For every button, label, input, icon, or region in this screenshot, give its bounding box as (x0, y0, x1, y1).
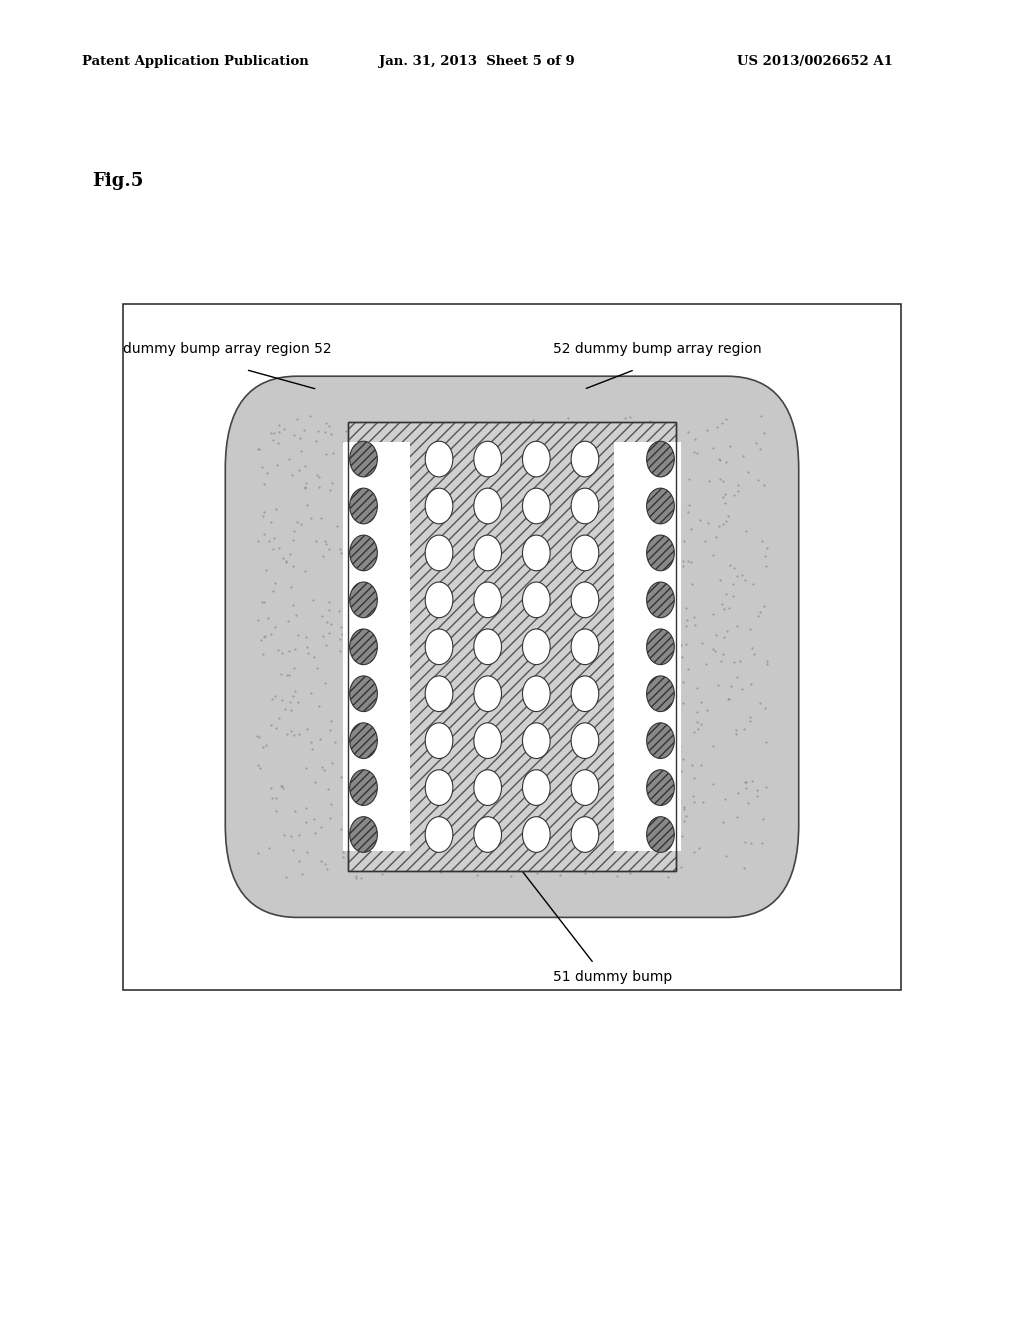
Circle shape (425, 441, 453, 477)
Bar (348, 422, 676, 871)
Circle shape (646, 817, 675, 853)
Text: Jan. 31, 2013  Sheet 5 of 9: Jan. 31, 2013 Sheet 5 of 9 (379, 55, 574, 69)
Circle shape (425, 770, 453, 805)
Circle shape (349, 676, 378, 711)
Circle shape (349, 582, 378, 618)
Circle shape (522, 817, 550, 853)
Text: dummy bump array region 52: dummy bump array region 52 (123, 342, 332, 356)
Circle shape (474, 535, 502, 570)
Circle shape (425, 723, 453, 759)
Circle shape (646, 628, 675, 665)
Circle shape (425, 488, 453, 524)
Circle shape (474, 441, 502, 477)
Circle shape (646, 441, 675, 477)
Circle shape (474, 488, 502, 524)
Circle shape (571, 770, 599, 805)
Circle shape (646, 582, 675, 618)
Circle shape (571, 535, 599, 570)
Bar (343, 442, 410, 851)
Circle shape (425, 676, 453, 711)
Text: Fig.5: Fig.5 (92, 172, 143, 190)
Circle shape (474, 676, 502, 711)
Text: Patent Application Publication: Patent Application Publication (82, 55, 308, 69)
Circle shape (571, 488, 599, 524)
Circle shape (425, 628, 453, 665)
Circle shape (522, 488, 550, 524)
Circle shape (571, 582, 599, 618)
Circle shape (425, 817, 453, 853)
Circle shape (349, 770, 378, 805)
Circle shape (349, 628, 378, 665)
Bar (348, 422, 676, 871)
Circle shape (425, 535, 453, 570)
Circle shape (646, 535, 675, 570)
Circle shape (349, 723, 378, 759)
Circle shape (646, 676, 675, 711)
Bar (614, 442, 681, 851)
Circle shape (522, 770, 550, 805)
Text: 52 dummy bump array region: 52 dummy bump array region (553, 342, 762, 356)
Circle shape (571, 723, 599, 759)
Circle shape (646, 488, 675, 524)
Circle shape (522, 628, 550, 665)
Bar (348, 422, 676, 871)
Bar (123, 304, 901, 990)
Text: 51 dummy bump: 51 dummy bump (553, 970, 672, 985)
Circle shape (571, 817, 599, 853)
Circle shape (522, 535, 550, 570)
Circle shape (571, 676, 599, 711)
Circle shape (349, 488, 378, 524)
Circle shape (522, 676, 550, 711)
Circle shape (646, 723, 675, 759)
Circle shape (522, 441, 550, 477)
Circle shape (646, 770, 675, 805)
Circle shape (474, 770, 502, 805)
Circle shape (474, 723, 502, 759)
Circle shape (349, 441, 378, 477)
Circle shape (425, 582, 453, 618)
Circle shape (522, 723, 550, 759)
Circle shape (474, 817, 502, 853)
Text: US 2013/0026652 A1: US 2013/0026652 A1 (737, 55, 893, 69)
FancyBboxPatch shape (225, 376, 799, 917)
Circle shape (349, 535, 378, 570)
Circle shape (474, 582, 502, 618)
Circle shape (522, 582, 550, 618)
Circle shape (349, 817, 378, 853)
Circle shape (571, 441, 599, 477)
Circle shape (474, 628, 502, 665)
Circle shape (571, 628, 599, 665)
